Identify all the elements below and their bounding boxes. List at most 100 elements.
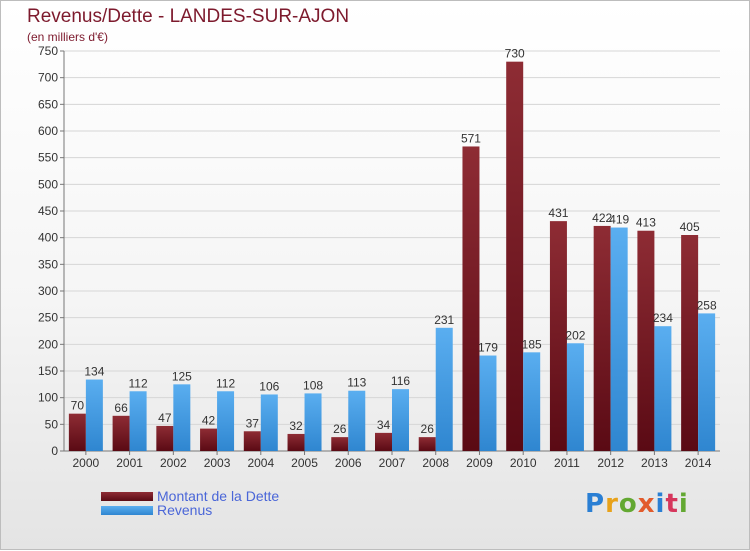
chart-title: Revenus/Dette - LANDES-SUR-AJON [27, 6, 350, 27]
value-label-debt: 571 [461, 131, 481, 145]
legend-item-revenus: Revenus [101, 502, 212, 518]
bar-debt [506, 61, 524, 452]
legend-swatch-revenus [101, 505, 153, 515]
bar-revenus [260, 394, 278, 451]
value-label-revenus: 113 [347, 376, 366, 390]
bar-revenus [435, 327, 453, 451]
value-label-debt: 26 [333, 422, 347, 436]
logo-letter: r [605, 489, 619, 519]
bar-revenus [129, 391, 147, 451]
bar-debt [156, 425, 174, 451]
value-label-revenus: 108 [303, 378, 323, 392]
x-tick-label: 2006 [335, 456, 362, 470]
value-label-debt: 34 [377, 418, 391, 432]
legend-item-debt: Montant de la Dette [101, 488, 279, 504]
y-tick-label: 700 [38, 71, 58, 85]
bar-revenus [217, 391, 235, 451]
value-label-debt: 66 [114, 401, 128, 415]
value-label-debt: 26 [421, 422, 435, 436]
value-label-debt: 47 [158, 411, 172, 425]
value-label-revenus: 134 [84, 365, 104, 379]
bar-revenus [173, 384, 191, 451]
bar-debt [681, 235, 699, 451]
y-tick-label: 0 [51, 444, 58, 458]
legend-swatch-debt [101, 491, 153, 501]
x-tick-label: 2001 [116, 456, 143, 470]
bar-debt [418, 437, 436, 451]
bar-debt [593, 225, 611, 451]
x-tick-label: 2005 [291, 456, 318, 470]
value-label-revenus: 202 [565, 328, 585, 342]
x-tick-label: 2004 [247, 456, 274, 470]
x-tick-label: 2003 [204, 456, 231, 470]
bar-revenus [85, 379, 103, 451]
logo-letter: x [637, 489, 656, 519]
x-tick-label: 2010 [510, 456, 537, 470]
value-label-debt: 431 [548, 206, 568, 220]
logo-letter: o [618, 489, 638, 519]
value-label-revenus: 112 [129, 376, 148, 390]
value-label-debt: 70 [71, 399, 85, 413]
value-label-debt: 413 [636, 216, 656, 230]
x-tick-label: 2000 [73, 456, 100, 470]
value-label-revenus: 106 [259, 379, 279, 393]
x-tick-label: 2011 [554, 456, 580, 470]
bar-debt [200, 428, 218, 451]
value-label-revenus: 419 [609, 213, 629, 227]
value-label-debt: 405 [680, 220, 700, 234]
proxiti-logo: Proxiti [585, 489, 689, 519]
value-label-debt: 32 [289, 419, 303, 433]
logo-letter: i [678, 489, 689, 519]
bar-debt [287, 433, 305, 451]
logo-letter: i [655, 489, 666, 519]
bar-debt [68, 413, 86, 451]
x-tick-label: 2013 [641, 456, 668, 470]
bar-revenus [523, 352, 541, 451]
y-tick-label: 750 [38, 44, 58, 58]
bar-debt [462, 146, 480, 451]
y-tick-label: 650 [38, 97, 58, 111]
legend-label-revenus: Revenus [157, 502, 213, 518]
logo-letter: P [585, 489, 606, 519]
legend-label-debt: Montant de la Dette [157, 488, 280, 504]
value-label-revenus: 179 [478, 341, 498, 355]
y-tick-label: 50 [45, 417, 59, 431]
bar-revenus [610, 227, 628, 451]
value-label-revenus: 234 [653, 311, 673, 325]
x-tick-label: 2009 [466, 456, 493, 470]
y-tick-label: 550 [38, 151, 58, 165]
value-label-revenus: 185 [522, 337, 542, 351]
y-tick-label: 250 [38, 311, 58, 325]
value-label-revenus: 231 [434, 313, 454, 327]
y-tick-label: 200 [38, 337, 58, 351]
y-tick-label: 400 [38, 231, 58, 245]
bar-revenus [392, 389, 409, 451]
bar-debt [331, 437, 349, 451]
bar-revenus [698, 313, 716, 451]
y-tick-label: 450 [38, 204, 58, 218]
value-label-revenus: 125 [172, 369, 192, 383]
y-tick-label: 300 [38, 284, 58, 298]
bar-revenus [304, 393, 322, 451]
bar-revenus [654, 326, 672, 451]
logo-letter: t [665, 489, 679, 519]
x-tick-label: 2002 [160, 456, 187, 470]
value-label-revenus: 258 [697, 298, 717, 312]
bar-debt [112, 415, 130, 451]
bar-debt [243, 431, 261, 451]
value-label-debt: 42 [202, 414, 216, 428]
bar-revenus [348, 390, 366, 451]
x-tick-label: 2008 [422, 456, 449, 470]
x-tick-label: 2012 [597, 456, 624, 470]
value-label-debt: 37 [246, 416, 260, 430]
x-tick-label: 2014 [685, 456, 712, 470]
x-tick-label: 2007 [379, 456, 406, 470]
bar-debt [637, 230, 655, 451]
value-label-revenus: 112 [216, 376, 235, 390]
chart-subtitle: (en milliers d'€) [27, 30, 108, 44]
bar-revenus [566, 343, 584, 451]
bar-debt [549, 221, 567, 451]
y-tick-label: 350 [38, 257, 58, 271]
bar-debt [375, 432, 392, 451]
